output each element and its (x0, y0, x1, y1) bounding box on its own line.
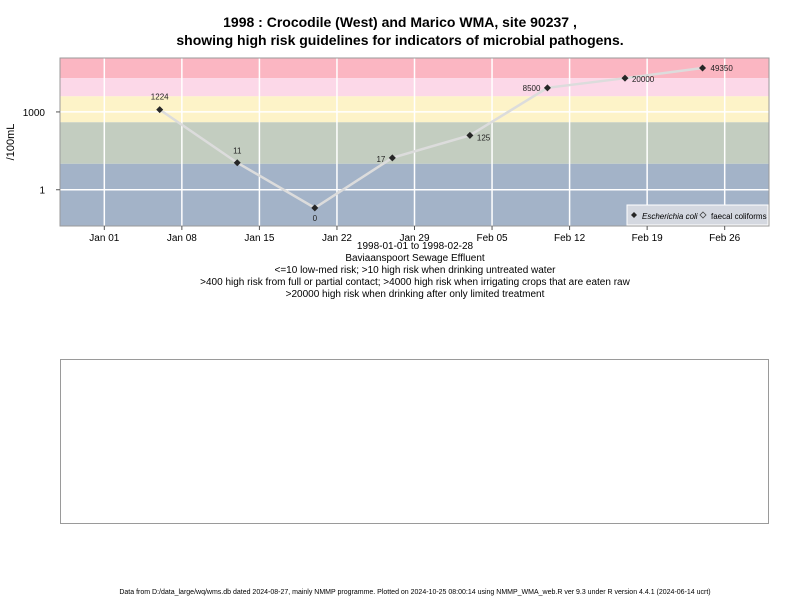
y-tick-label-0: 1 (39, 186, 45, 197)
chart-title-line-2: showing high risk guidelines for indicat… (176, 32, 624, 48)
data-label-3: 17 (376, 155, 385, 164)
data-point-5 (543, 84, 551, 92)
x-tick-label-3: Jan 22 (322, 233, 352, 244)
data-point-3 (388, 154, 396, 162)
x-tick-label-4: Jan 29 (399, 233, 429, 244)
x-tick-label-0: Jan 01 (89, 233, 119, 244)
data-point-0 (156, 106, 164, 114)
y-axis-label: /100mL (5, 124, 17, 161)
data-point-7 (699, 64, 707, 72)
e-coli-line (158, 66, 703, 210)
data-point-4 (466, 131, 474, 139)
x-tick-label-7: Feb 19 (632, 233, 664, 244)
data-label-2: 0 (313, 214, 318, 223)
data-label-4: 125 (477, 133, 491, 142)
data-label-5: 8500 (523, 84, 541, 93)
legend: Escherichia coli faecal coliforms (626, 204, 769, 226)
x-tick-label-5: Feb 05 (476, 233, 508, 244)
y-tick-label-1: 1000 (23, 108, 46, 119)
data-label-7: 49350 (711, 64, 734, 73)
legend-marker-e-coli (631, 212, 637, 218)
data-point-2 (311, 204, 319, 212)
empty-chart-panel (60, 359, 769, 524)
caption-guideline-3: >20000 high risk when drinking after onl… (285, 289, 545, 300)
caption-date-range: 1998-01-01 to 1998-02-28 (356, 241, 474, 252)
caption-guideline-2: >400 high risk from full or partial cont… (200, 277, 630, 288)
legend-label-e-coli: Escherichia coli (642, 212, 698, 221)
x-tick-label-8: Feb 26 (709, 233, 741, 244)
x-tick-label-1: Jan 08 (167, 233, 197, 244)
legend-label-faecal-coliforms: faecal coliforms (711, 212, 767, 221)
caption-site-name: Baviaanspoort Sewage Effluent (345, 253, 485, 264)
footer-data-source: Data from D:/data_large/wq/wms.db dated … (119, 589, 711, 596)
data-label-0: 1224 (151, 93, 169, 102)
x-tick-label-2: Jan 15 (244, 233, 274, 244)
data-point-6 (621, 74, 629, 82)
chart-title-line-1: 1998 : Crocodile (West) and Marico WMA, … (223, 14, 577, 30)
data-label-6: 20000 (632, 75, 655, 84)
caption-guideline-1: <=10 low-med risk; >10 high risk when dr… (274, 265, 556, 276)
data-label-1: 11 (233, 147, 242, 156)
data-point-1 (233, 159, 241, 167)
legend-box (626, 204, 769, 226)
x-tick-label-6: Feb 12 (554, 233, 586, 244)
legend-marker-faecal-coliforms (699, 211, 707, 219)
